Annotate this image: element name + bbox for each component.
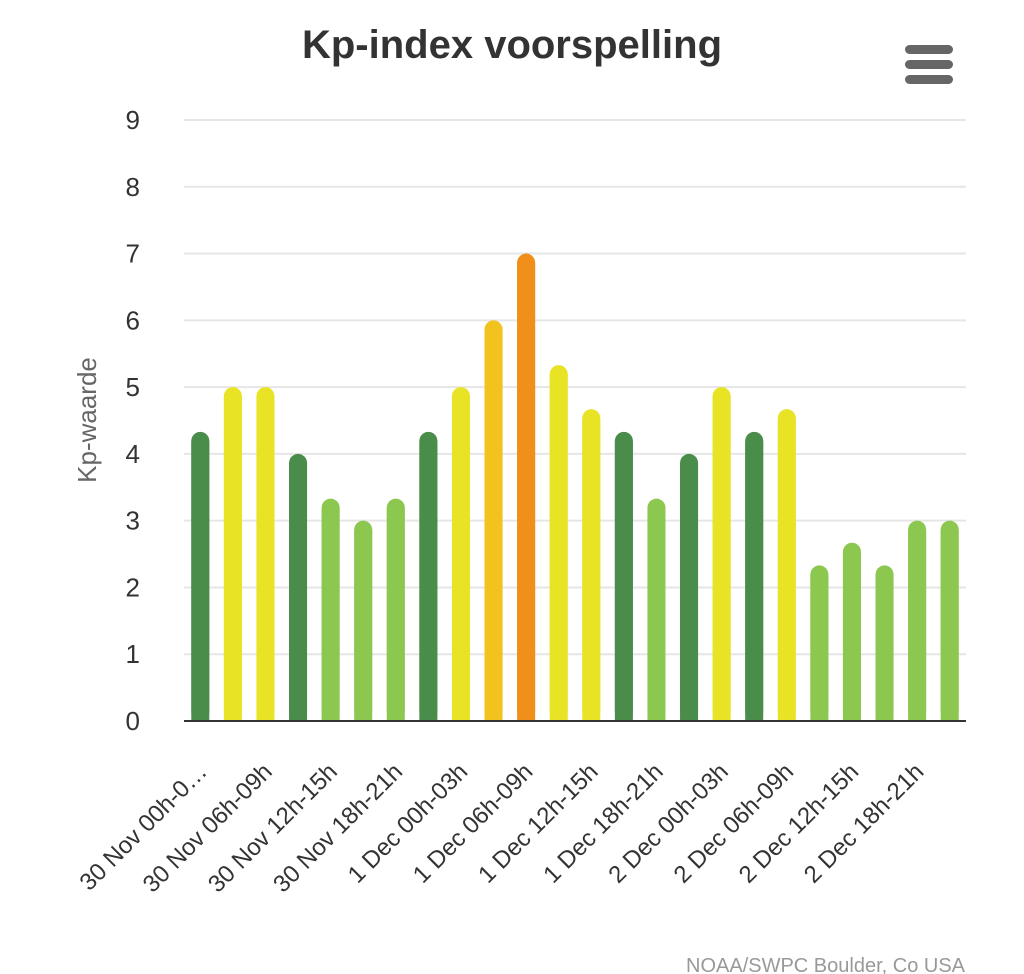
y-tick-label: 5 <box>126 372 140 402</box>
grid-lines <box>184 119 966 656</box>
x-tick-label: 2 Dec 18h-21h <box>799 758 929 888</box>
y-tick-label: 9 <box>126 105 140 135</box>
bar[interactable] <box>451 387 470 721</box>
y-tick-label: 2 <box>126 572 140 602</box>
bar[interactable] <box>354 520 373 721</box>
y-tick-label: 6 <box>126 305 140 335</box>
chart-title: Kp-index voorspelling <box>302 23 722 67</box>
y-tick-label: 7 <box>126 239 140 269</box>
bar[interactable] <box>777 409 796 721</box>
bar[interactable] <box>940 520 959 721</box>
credit-text[interactable]: NOAA/SWPC Boulder, Co USA <box>686 955 966 974</box>
bar[interactable] <box>549 365 568 721</box>
bar[interactable] <box>614 431 633 721</box>
bar[interactable] <box>680 453 699 721</box>
y-tick-label: 1 <box>126 639 140 669</box>
bar[interactable] <box>484 320 503 721</box>
y-axis-ticks: 0 1 2 3 4 5 6 7 8 9 <box>126 105 140 736</box>
bar[interactable] <box>810 565 829 721</box>
y-tick-label: 3 <box>126 506 140 536</box>
bar[interactable] <box>712 387 731 721</box>
chart-menu-button[interactable] <box>895 36 963 92</box>
bar[interactable] <box>908 520 927 721</box>
bar[interactable] <box>842 542 861 721</box>
hamburger-menu-icon <box>905 45 953 84</box>
bar[interactable] <box>321 498 340 721</box>
bar[interactable] <box>419 431 438 721</box>
bar[interactable] <box>386 498 405 721</box>
bar[interactable] <box>191 431 210 721</box>
bar-series <box>191 253 959 722</box>
y-axis-label: Kp-waarde <box>72 357 102 483</box>
bar[interactable] <box>256 387 275 721</box>
bar[interactable] <box>582 409 601 721</box>
y-tick-label: 0 <box>126 706 140 736</box>
bar[interactable] <box>875 565 894 721</box>
bar[interactable] <box>647 498 666 721</box>
y-tick-label: 4 <box>126 439 140 469</box>
bar[interactable] <box>517 253 536 722</box>
bar[interactable] <box>223 387 242 721</box>
y-tick-label: 8 <box>126 172 140 202</box>
bar[interactable] <box>745 431 764 721</box>
bar[interactable] <box>289 453 308 721</box>
